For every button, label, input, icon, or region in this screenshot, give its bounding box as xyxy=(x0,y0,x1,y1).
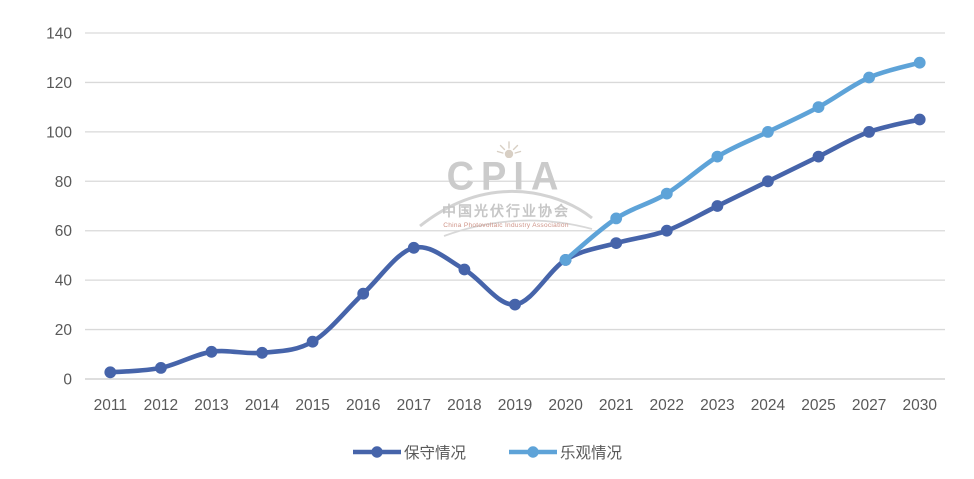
series-1-point-1 xyxy=(610,212,623,225)
y-tick-label-140: 140 xyxy=(46,26,72,43)
y-tick-label-120: 120 xyxy=(46,75,72,92)
x-tick-label-2019: 2019 xyxy=(498,397,532,414)
series-0-point-8 xyxy=(509,298,521,311)
x-tick-label-2016: 2016 xyxy=(346,397,380,414)
series-1-markers xyxy=(559,56,926,266)
x-tick-label-2022: 2022 xyxy=(650,397,684,414)
series-0-point-11 xyxy=(660,224,673,237)
x-tick-label-2011: 2011 xyxy=(94,397,127,414)
series-0-point-7 xyxy=(458,263,471,276)
x-tick-label-2023: 2023 xyxy=(700,397,734,414)
y-tick-label-0: 0 xyxy=(63,372,72,389)
legend-label-0: 保守情况 xyxy=(403,445,466,462)
legend-item-1: 乐观情况 xyxy=(508,441,622,463)
y-tick-label-60: 60 xyxy=(55,223,73,240)
legend-item-0: 保守情况 xyxy=(352,441,466,463)
series-0-point-6 xyxy=(407,241,420,254)
series-0-line xyxy=(108,117,922,375)
series-1-point-3 xyxy=(711,150,724,163)
series-1-point-2 xyxy=(660,187,673,200)
series-1-point-4 xyxy=(762,125,774,138)
series-1-point-6 xyxy=(863,71,875,84)
series-1-line xyxy=(563,60,922,263)
x-tick-label-2017: 2017 xyxy=(397,397,431,414)
x-tick-label-2020: 2020 xyxy=(548,397,583,414)
x-tick-label-2018: 2018 xyxy=(447,397,481,414)
y-tick-label-20: 20 xyxy=(55,322,73,339)
legend-label-1: 乐观情况 xyxy=(560,445,623,462)
series-1-point-0 xyxy=(559,254,572,266)
series-0-point-2 xyxy=(205,345,218,358)
x-tick-label-2030: 2030 xyxy=(902,397,937,414)
series-0-point-5 xyxy=(357,287,370,300)
chart-legend: 保守情况 乐观情况 xyxy=(0,437,974,467)
series-0-point-0 xyxy=(104,366,117,379)
series-0-point-14 xyxy=(812,150,825,163)
series-0-point-15 xyxy=(863,125,875,138)
series-0-point-3 xyxy=(256,346,268,359)
series-0-markers xyxy=(104,113,926,379)
series-0-point-1 xyxy=(155,362,167,374)
y-tick-label-40: 40 xyxy=(55,273,73,290)
x-tick-label-2024: 2024 xyxy=(751,397,786,414)
series-0-point-12 xyxy=(711,200,724,212)
series-0-point-10 xyxy=(610,237,623,250)
series-0-point-13 xyxy=(762,175,774,188)
series-1-point-5 xyxy=(812,101,825,113)
series-0-point-4 xyxy=(306,335,319,348)
x-tick-label-2014: 2014 xyxy=(245,397,280,414)
x-tick-label-2027: 2027 xyxy=(852,397,886,414)
legend-marker-1-icon xyxy=(509,446,557,458)
x-tick-label-2025: 2025 xyxy=(801,397,835,414)
x-tick-label-2012: 2012 xyxy=(144,397,178,414)
series-1-point-7 xyxy=(913,56,926,69)
legend-marker-0-icon xyxy=(352,446,401,458)
y-tick-label-80: 80 xyxy=(55,174,73,191)
series-0-point-16 xyxy=(913,113,926,126)
x-tick-label-2021: 2021 xyxy=(599,397,633,414)
x-tick-label-2015: 2015 xyxy=(295,397,329,414)
y-tick-label-100: 100 xyxy=(46,124,72,141)
x-tick-label-2013: 2013 xyxy=(194,397,228,414)
